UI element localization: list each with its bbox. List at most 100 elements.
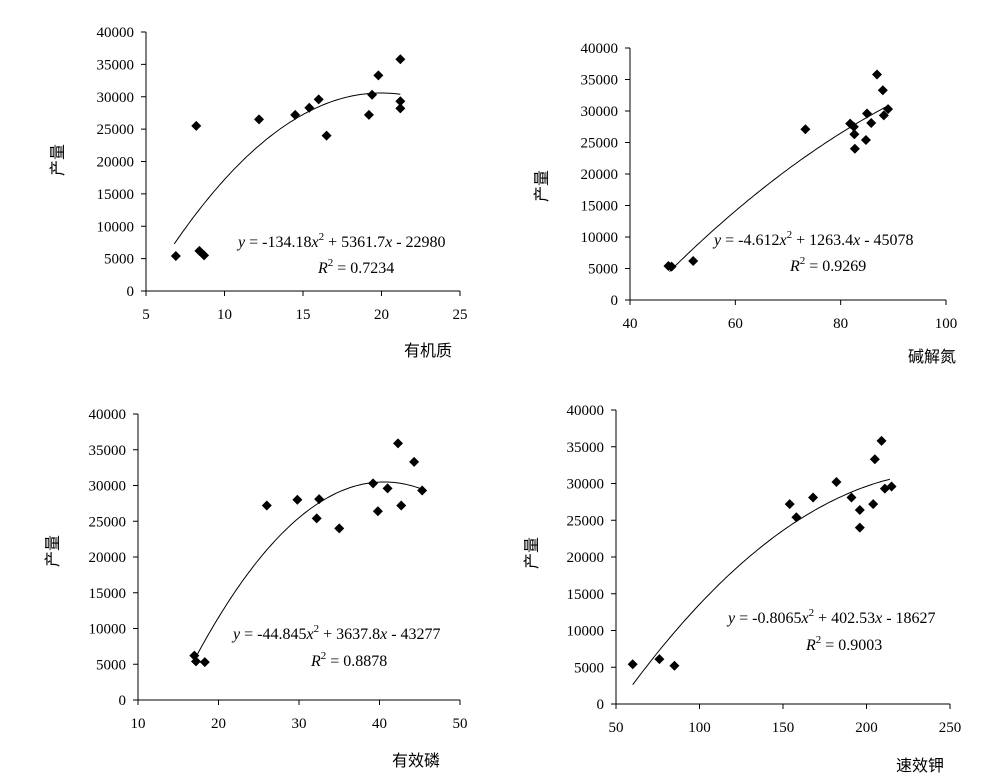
y-tick-label: 0 bbox=[127, 284, 135, 300]
x-tick-label: 40 bbox=[372, 716, 387, 732]
y-tick-label: 20000 bbox=[567, 550, 605, 566]
data-point bbox=[877, 85, 888, 96]
data-point bbox=[872, 69, 883, 80]
data-point bbox=[395, 103, 406, 114]
x-tick-label: 15 bbox=[296, 307, 311, 323]
data-point bbox=[868, 499, 879, 510]
y-tick-label: 30000 bbox=[97, 90, 135, 106]
data-point bbox=[395, 54, 406, 65]
x-tick-label: 100 bbox=[688, 720, 711, 736]
y-tick-label: 25000 bbox=[581, 136, 619, 152]
data-point bbox=[854, 522, 865, 533]
y-tick-label: 40000 bbox=[97, 25, 135, 41]
data-point bbox=[876, 435, 887, 446]
y-axis-title: 产量 bbox=[522, 537, 541, 569]
data-point bbox=[363, 109, 374, 120]
y-tick-label: 25000 bbox=[89, 514, 127, 530]
y-tick-label: 25000 bbox=[97, 122, 135, 138]
data-point bbox=[367, 89, 378, 100]
data-point bbox=[199, 657, 210, 668]
x-tick-label: 80 bbox=[833, 316, 848, 332]
data-point bbox=[304, 102, 315, 113]
data-point bbox=[688, 255, 699, 266]
x-tick-label: 5 bbox=[142, 307, 150, 323]
trendline bbox=[193, 481, 423, 662]
data-point bbox=[808, 492, 819, 503]
chart-2: 0 5000 10000 15000 20000 25000 30000 35000 40000… bbox=[532, 41, 957, 366]
data-point bbox=[869, 454, 880, 465]
trendline bbox=[173, 92, 401, 245]
data-point bbox=[417, 485, 428, 496]
y-tick-label: 35000 bbox=[581, 73, 619, 89]
data-point bbox=[849, 143, 860, 154]
x-tick-label: 200 bbox=[855, 720, 878, 736]
data-point bbox=[334, 523, 345, 534]
y-tick-label: 15000 bbox=[567, 587, 605, 603]
data-point bbox=[627, 659, 638, 670]
y-tick-label: 40000 bbox=[581, 41, 619, 57]
data-point bbox=[886, 481, 897, 492]
x-tick-label: 50 bbox=[453, 716, 468, 732]
data-point bbox=[372, 506, 383, 517]
y-tick-label: 20000 bbox=[89, 550, 127, 566]
data-point bbox=[368, 478, 379, 489]
data-point bbox=[791, 512, 802, 523]
y-axis-title: 产量 bbox=[532, 170, 551, 202]
y-tick-label: 15000 bbox=[97, 187, 135, 203]
x-tick-label: 10 bbox=[217, 307, 232, 323]
y-tick-label: 10000 bbox=[581, 230, 619, 246]
data-point bbox=[395, 96, 406, 107]
fit-equation: y = -44.845x2 + 3637.8x - 43277 bbox=[231, 623, 441, 643]
r-squared: R2 = 0.9003 bbox=[805, 634, 882, 654]
x-axis-title: 碱解氮 bbox=[908, 347, 956, 366]
x-tick-label: 250 bbox=[939, 720, 962, 736]
data-point bbox=[170, 251, 181, 262]
data-point bbox=[862, 108, 872, 119]
x-axis-title: 速效钾 bbox=[896, 756, 944, 775]
data-point bbox=[314, 494, 325, 505]
data-point bbox=[846, 492, 857, 503]
chart-3: 0 5000 10000 15000 20000 25000 30000 35000 40000… bbox=[43, 407, 468, 770]
data-point bbox=[292, 494, 303, 505]
data-point bbox=[849, 129, 860, 140]
r-squared: R2 = 0.9269 bbox=[789, 255, 866, 275]
data-point bbox=[878, 110, 889, 121]
y-tick-label: 40000 bbox=[89, 407, 127, 423]
data-point bbox=[313, 94, 324, 105]
y-tick-label: 30000 bbox=[567, 477, 605, 493]
y-tick-label: 30000 bbox=[89, 479, 127, 495]
data-point bbox=[854, 504, 865, 515]
data-point bbox=[860, 134, 871, 145]
y-tick-label: 0 bbox=[597, 697, 605, 713]
y-tick-label: 5000 bbox=[588, 262, 618, 278]
y-tick-label: 20000 bbox=[97, 155, 135, 171]
y-tick-label: 15000 bbox=[89, 586, 127, 602]
data-point bbox=[393, 438, 404, 449]
x-tick-label: 60 bbox=[728, 316, 743, 332]
data-point bbox=[373, 70, 384, 81]
y-axis-title: 产量 bbox=[48, 144, 67, 176]
y-tick-label: 15000 bbox=[581, 199, 619, 215]
y-tick-label: 0 bbox=[119, 693, 127, 709]
x-tick-label: 40 bbox=[623, 316, 638, 332]
r-squared: R2 = 0.7234 bbox=[317, 257, 394, 277]
y-axis-title: 产量 bbox=[43, 535, 62, 567]
y-tick-label: 10000 bbox=[567, 624, 605, 640]
data-point bbox=[666, 261, 677, 272]
data-point bbox=[311, 513, 322, 524]
x-tick-label: 10 bbox=[131, 716, 146, 732]
data-point bbox=[848, 121, 859, 132]
trendline bbox=[632, 478, 891, 685]
data-point bbox=[190, 656, 201, 667]
data-point bbox=[261, 500, 272, 511]
data-point bbox=[831, 477, 842, 488]
fit-equation: y = -134.18x2 + 5361.7x - 22980 bbox=[236, 231, 446, 251]
data-point bbox=[845, 118, 856, 129]
fit-equation: y = -4.612x2 + 1263.4x - 45078 bbox=[712, 229, 914, 249]
y-tick-label: 35000 bbox=[97, 57, 135, 73]
y-tick-label: 25000 bbox=[567, 513, 605, 529]
y-tick-label: 35000 bbox=[567, 440, 605, 456]
data-point bbox=[866, 117, 877, 128]
x-tick-label: 30 bbox=[292, 716, 307, 732]
